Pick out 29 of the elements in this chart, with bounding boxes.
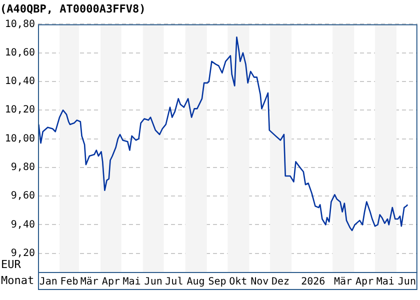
x-tick-label: Nov bbox=[250, 276, 269, 288]
x-tick-label: Dez bbox=[271, 276, 290, 288]
x-tick-label: Mai bbox=[376, 276, 394, 288]
y-tick-label: 10,60 bbox=[4, 47, 35, 58]
x-tick-label: 2026 bbox=[301, 276, 326, 288]
y-tick-label: 10,20 bbox=[4, 104, 35, 116]
x-tick-label: Sep bbox=[208, 276, 226, 288]
x-tick-label: Mai bbox=[122, 276, 141, 288]
y-tick-label: 10,00 bbox=[4, 133, 35, 144]
y-axis-title: EUR bbox=[1, 258, 22, 271]
x-tick-label: Mär bbox=[334, 276, 352, 288]
chart-title: (A40QBP, AT0000A3FFV8) bbox=[0, 2, 146, 16]
x-tick-label: Okt bbox=[229, 276, 248, 288]
x-tick-label: Jun bbox=[144, 276, 162, 288]
x-tick-label: Apr bbox=[102, 276, 120, 288]
x-axis-title: Monat bbox=[1, 274, 34, 287]
x-tick-label: Apr bbox=[356, 276, 374, 288]
x-tick-label: Feb bbox=[60, 276, 78, 288]
x-tick-label: Jan bbox=[39, 276, 58, 288]
x-tick-label: Jun bbox=[398, 276, 416, 288]
y-tick-label: 10,80 bbox=[4, 18, 35, 30]
y-tick-label: 9,60 bbox=[10, 190, 35, 202]
x-tick-label: Jul bbox=[165, 276, 184, 288]
y-tick-label: 9,40 bbox=[10, 219, 35, 230]
x-tick-label: Aug bbox=[186, 276, 205, 288]
y-tick-label: 9,20 bbox=[10, 248, 35, 259]
y-tick-label: 9,80 bbox=[10, 162, 35, 174]
y-tick-label: 10,40 bbox=[4, 76, 35, 88]
x-tick-label: Mär bbox=[80, 276, 98, 288]
